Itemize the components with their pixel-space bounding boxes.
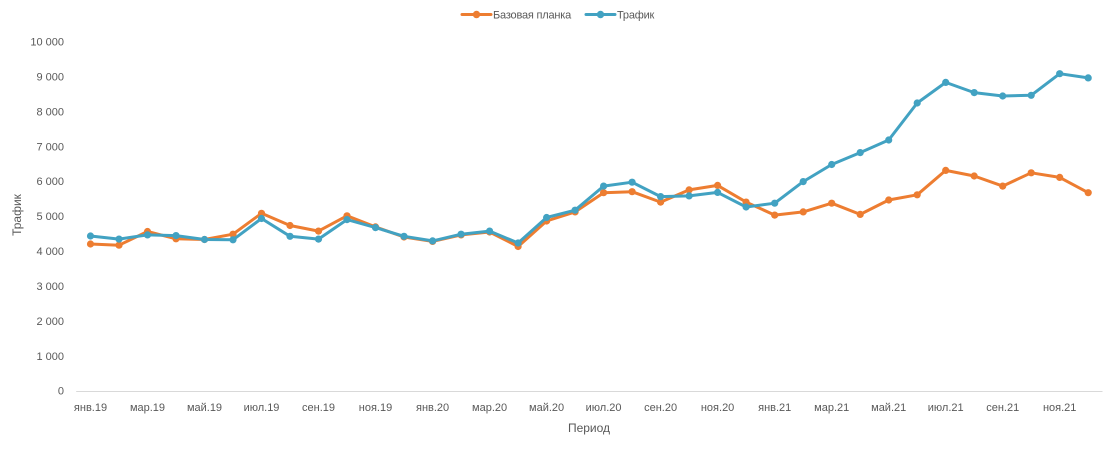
svg-text:сен.21: сен.21 [986, 402, 1019, 414]
svg-text:Период: Период [568, 421, 610, 435]
svg-text:Трафик: Трафик [617, 10, 655, 22]
svg-text:май.21: май.21 [871, 402, 906, 414]
svg-text:май.19: май.19 [187, 402, 222, 414]
svg-text:1 000: 1 000 [36, 351, 64, 363]
svg-text:9 000: 9 000 [36, 72, 64, 84]
svg-text:7 000: 7 000 [36, 141, 64, 153]
svg-text:мар.21: мар.21 [814, 402, 849, 414]
svg-text:Базовая планка: Базовая планка [493, 10, 572, 22]
svg-text:6 000: 6 000 [36, 176, 64, 188]
svg-text:ноя.20: ноя.20 [701, 402, 734, 414]
svg-text:2 000: 2 000 [36, 316, 64, 328]
svg-text:3 000: 3 000 [36, 281, 64, 293]
svg-text:мар.19: мар.19 [130, 402, 165, 414]
svg-text:сен.19: сен.19 [302, 402, 335, 414]
svg-text:8 000: 8 000 [36, 106, 64, 118]
svg-text:янв.20: янв.20 [416, 402, 449, 414]
svg-text:Трафик: Трафик [10, 193, 24, 236]
svg-text:сен.20: сен.20 [644, 402, 677, 414]
svg-text:июл.20: июл.20 [586, 402, 622, 414]
svg-text:ноя.21: ноя.21 [1043, 402, 1076, 414]
svg-text:янв.21: янв.21 [758, 402, 791, 414]
svg-text:мар.20: мар.20 [472, 402, 507, 414]
svg-text:июл.19: июл.19 [244, 402, 280, 414]
svg-text:5 000: 5 000 [36, 211, 64, 223]
svg-text:4 000: 4 000 [36, 246, 64, 258]
svg-text:май.20: май.20 [529, 402, 564, 414]
svg-text:0: 0 [58, 386, 64, 398]
svg-text:ноя.19: ноя.19 [359, 402, 392, 414]
svg-text:июл.21: июл.21 [928, 402, 964, 414]
svg-text:янв.19: янв.19 [74, 402, 107, 414]
svg-text:10 000: 10 000 [30, 37, 64, 49]
